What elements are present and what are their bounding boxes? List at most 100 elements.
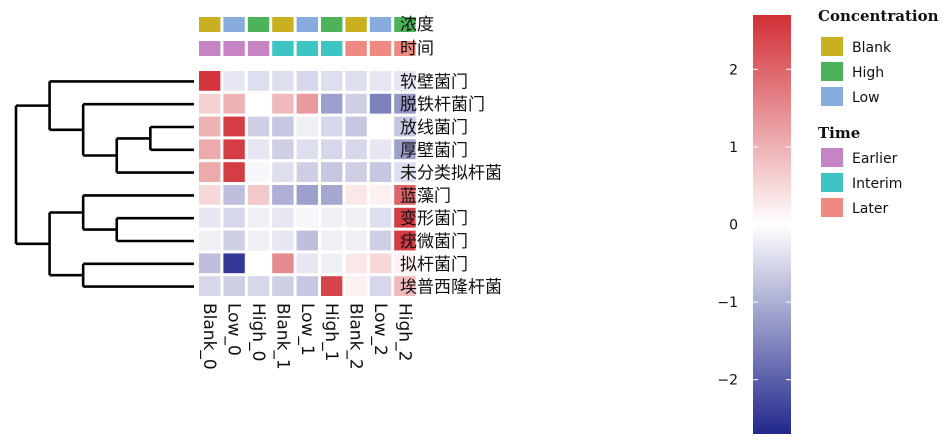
heatmap-cell bbox=[394, 276, 416, 296]
heatmap-cell bbox=[321, 162, 343, 182]
heatmap-cell bbox=[247, 93, 270, 114]
annotation-cell bbox=[223, 41, 245, 56]
heatmap-cell bbox=[369, 230, 392, 251]
heatmap-cell bbox=[223, 276, 245, 296]
annotation-cell bbox=[296, 17, 318, 32]
heatmap-cell bbox=[345, 71, 367, 91]
heatmap-cell bbox=[394, 207, 416, 228]
heatmap-cell bbox=[296, 71, 318, 91]
column-label: Blank_1 bbox=[272, 303, 292, 370]
heatmap-cell bbox=[296, 162, 318, 182]
annotation-cell bbox=[369, 41, 392, 56]
heatmap-cell bbox=[369, 116, 392, 137]
heatmap-cell bbox=[247, 139, 270, 160]
legend-swatch bbox=[821, 62, 843, 81]
heatmap-cell bbox=[345, 116, 367, 137]
heatmap-cell bbox=[369, 253, 392, 274]
heatmap-cell bbox=[321, 116, 343, 137]
colorbar-tick-label: 1 bbox=[729, 140, 738, 156]
heatmap-cell bbox=[296, 230, 318, 251]
heatmap-cells bbox=[199, 71, 416, 296]
heatmap-cell bbox=[272, 207, 294, 228]
legend-item-label: Blank bbox=[852, 40, 892, 56]
legend-swatch bbox=[821, 173, 843, 192]
legend-item-label: Interim bbox=[852, 176, 902, 192]
heatmap-cell bbox=[223, 116, 245, 137]
heatmap-cell bbox=[321, 185, 343, 205]
heatmap-cell bbox=[321, 253, 343, 274]
annotation-cell bbox=[345, 41, 367, 56]
annotation-cell bbox=[345, 17, 367, 32]
heatmap-cell bbox=[272, 139, 294, 160]
heatmap-cell bbox=[223, 230, 245, 251]
column-label: High_0 bbox=[248, 303, 268, 361]
heatmap-cell bbox=[296, 139, 318, 160]
heatmap-cell bbox=[394, 253, 416, 274]
heatmap-cell bbox=[369, 162, 392, 182]
heatmap-cell bbox=[321, 230, 343, 251]
heatmap-cell bbox=[345, 93, 367, 114]
column-label: Blank_0 bbox=[199, 303, 219, 370]
annotation-cell bbox=[272, 41, 294, 56]
annotation-row-label: 时间 bbox=[400, 39, 434, 59]
annotation-cell bbox=[247, 41, 270, 56]
heatmap-cell bbox=[345, 276, 367, 296]
heatmap-cell bbox=[199, 230, 221, 251]
heatmap-cell bbox=[199, 253, 221, 274]
heatmap-cell bbox=[223, 71, 245, 91]
heatmap-cell bbox=[272, 93, 294, 114]
heatmap-cell bbox=[296, 185, 318, 205]
heatmap-cell bbox=[345, 230, 367, 251]
heatmap-cell bbox=[199, 71, 221, 91]
heatmap-cell bbox=[223, 93, 245, 114]
heatmap-cell bbox=[369, 139, 392, 160]
legend-swatch bbox=[821, 148, 843, 167]
column-label: Blank_2 bbox=[346, 303, 366, 370]
legend-item-label: Later bbox=[852, 201, 888, 217]
heatmap-cell bbox=[321, 207, 343, 228]
row-label: 拟杆菌门 bbox=[400, 255, 468, 275]
column-label: Low_0 bbox=[224, 303, 244, 356]
annotation-cell bbox=[247, 17, 270, 32]
colorbar-tick-label: 2 bbox=[729, 62, 738, 78]
heatmap-cell bbox=[247, 230, 270, 251]
heatmap-cell bbox=[369, 93, 392, 114]
heatmap-cell bbox=[394, 116, 416, 137]
row-label: 未分类拟杆菌 bbox=[400, 164, 502, 184]
heatmap-cell bbox=[199, 207, 221, 228]
legend-item-label: High bbox=[852, 65, 884, 81]
row-label: 脱铁杆菌门 bbox=[400, 95, 485, 115]
heatmap-cell bbox=[296, 116, 318, 137]
annotation-cell bbox=[394, 41, 416, 56]
annotation-legend: Concentration Blank High Low Time Earlier Inte… bbox=[818, 7, 939, 217]
heatmap-cell bbox=[247, 185, 270, 205]
heatmap-cell bbox=[345, 139, 367, 160]
column-label: High_2 bbox=[394, 303, 414, 361]
heatmap-cell bbox=[394, 230, 416, 251]
heatmap-cell bbox=[321, 139, 343, 160]
heatmap-cell bbox=[369, 185, 392, 205]
colorbar: 2 1 0 −1 −2 bbox=[717, 15, 791, 434]
heatmap-cell bbox=[223, 139, 245, 160]
colorbar-tick-label: −1 bbox=[717, 295, 738, 311]
heatmap-cell bbox=[296, 276, 318, 296]
heatmap-cell bbox=[247, 71, 270, 91]
heatmap-cell bbox=[247, 116, 270, 137]
heatmap-cell bbox=[345, 185, 367, 205]
annotation-row-label: 浓度 bbox=[400, 15, 434, 35]
column-labels: Blank_0 Low_0 High_0 Blank_1 Low_1 High_1 Blan… bbox=[199, 303, 414, 370]
heatmap-cell bbox=[199, 93, 221, 114]
row-label: 厚壁菌门 bbox=[400, 141, 468, 161]
heatmap-cell bbox=[199, 276, 221, 296]
heatmap-cell bbox=[272, 116, 294, 137]
annotation-cell bbox=[321, 41, 343, 56]
row-label: 疣微菌门 bbox=[400, 232, 468, 252]
heatmap-cell bbox=[345, 207, 367, 228]
legend-swatch bbox=[821, 198, 843, 217]
heatmap-cell bbox=[223, 185, 245, 205]
legend-item-label: Earlier bbox=[852, 151, 898, 167]
row-labels: 软壁菌门脱铁杆菌门放线菌门厚壁菌门未分类拟杆菌蓝藻门变形菌门疣微菌门拟杆菌门埃普… bbox=[400, 72, 502, 297]
row-label: 放线菌门 bbox=[400, 118, 468, 138]
